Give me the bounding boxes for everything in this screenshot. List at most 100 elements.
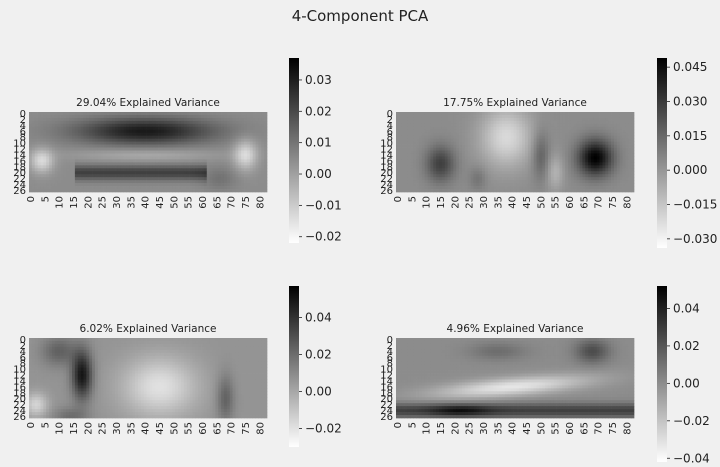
heatmap-cell [120, 346, 124, 351]
heatmap-cell [51, 186, 56, 190]
heatmap-cell [416, 132, 420, 137]
heatmap-cell [427, 144, 431, 148]
heatmap-cell [536, 126, 540, 131]
heatmap-cell [522, 183, 526, 187]
heatmap-cell [255, 159, 259, 163]
heatmap-cell [69, 144, 73, 148]
heatmap-cell [215, 340, 219, 345]
heatmap-cell [186, 138, 190, 142]
panel-title: 29.04% Explained Variance [76, 97, 220, 109]
heatmap-cell [479, 183, 483, 187]
heatmap-cell [192, 349, 196, 354]
heatmap-cell [109, 174, 113, 178]
heatmap-cell [117, 338, 122, 342]
heatmap-cell [186, 177, 190, 181]
heatmap-cell [135, 159, 139, 163]
heatmap-cell [459, 171, 463, 175]
heatmap-cell [129, 349, 133, 354]
heatmap-cell [89, 123, 93, 128]
heatmap-cell [427, 153, 431, 157]
heatmap-cell [180, 162, 185, 166]
heatmap-cell [135, 171, 139, 175]
heatmap-cell [244, 189, 248, 193]
heatmap-cell [192, 117, 196, 122]
heatmap-cell [599, 126, 603, 131]
heatmap-cell [590, 150, 595, 154]
heatmap-cell [201, 189, 205, 193]
y-tick-label: 18 [380, 162, 393, 173]
heatmap-cell [533, 186, 537, 190]
heatmap-cell [444, 180, 448, 184]
heatmap-cell [215, 180, 219, 184]
heatmap-cell [143, 153, 147, 157]
heatmap-cell [74, 174, 79, 178]
heatmap-cell [410, 129, 414, 134]
heatmap-cell [625, 168, 629, 172]
heatmap-cell [189, 150, 193, 154]
heatmap-cell [479, 153, 483, 157]
heatmap-cell [238, 343, 242, 348]
heatmap-cell [57, 114, 61, 119]
heatmap-cell [223, 132, 228, 137]
heatmap-cell [430, 165, 434, 169]
heatmap-cell [152, 183, 156, 187]
heatmap-cell [63, 338, 67, 342]
heatmap-cell [398, 186, 403, 190]
heatmap-cell [608, 165, 612, 169]
heatmap-cell [241, 138, 245, 142]
heatmap-cell [545, 180, 549, 184]
heatmap-cell [619, 165, 623, 169]
heatmap-cell [436, 123, 440, 128]
heatmap-cell [264, 183, 268, 187]
heatmap-cell [46, 135, 50, 140]
heatmap-cell [195, 129, 199, 134]
heatmap-cell [444, 171, 448, 175]
heatmap-cell [625, 129, 629, 134]
heatmap-cell [453, 126, 457, 131]
heatmap-cell [456, 123, 460, 128]
heatmap-cell [542, 186, 546, 190]
heatmap-cell [120, 165, 124, 169]
heatmap-cell [135, 132, 139, 137]
heatmap-cell [195, 138, 199, 142]
heatmap-cell [625, 147, 629, 151]
heatmap-cell [77, 156, 81, 160]
heatmap-cell [63, 150, 67, 154]
heatmap-cell [562, 132, 566, 137]
heatmap-cell [513, 174, 517, 178]
heatmap-cell [152, 162, 156, 166]
heatmap-cell [226, 138, 231, 142]
heatmap-cell [588, 180, 592, 184]
heatmap-cell [232, 168, 236, 172]
heatmap-cell [223, 144, 228, 148]
heatmap-cell [398, 117, 403, 122]
heatmap-cell [66, 112, 70, 116]
heatmap-cell [69, 186, 73, 190]
heatmap-cell [496, 126, 500, 131]
heatmap-cell [482, 174, 486, 178]
heatmap-cell [479, 147, 483, 151]
heatmap-cell [605, 123, 609, 128]
heatmap-cell [430, 112, 434, 116]
heatmap-cell [83, 132, 87, 137]
heatmap-cell [180, 346, 185, 351]
heatmap-cell [246, 338, 251, 342]
heatmap-cell [484, 132, 489, 137]
heatmap-cell [527, 135, 532, 140]
heatmap-cell [424, 183, 428, 187]
heatmap-cell [525, 159, 529, 163]
heatmap-cell [175, 346, 179, 351]
heatmap-cell [585, 138, 589, 142]
heatmap-cell [473, 165, 477, 169]
heatmap-cell [622, 129, 626, 134]
heatmap-cell [112, 117, 116, 122]
heatmap-cell [72, 123, 76, 128]
heatmap-cell [536, 132, 540, 137]
heatmap-cell [103, 117, 107, 122]
heatmap-cell [232, 123, 236, 128]
heatmap-cell [252, 138, 256, 142]
heatmap-cell [625, 177, 629, 181]
heatmap-cell [160, 147, 165, 151]
heatmap-cell [94, 117, 99, 122]
heatmap-cell [490, 156, 494, 160]
